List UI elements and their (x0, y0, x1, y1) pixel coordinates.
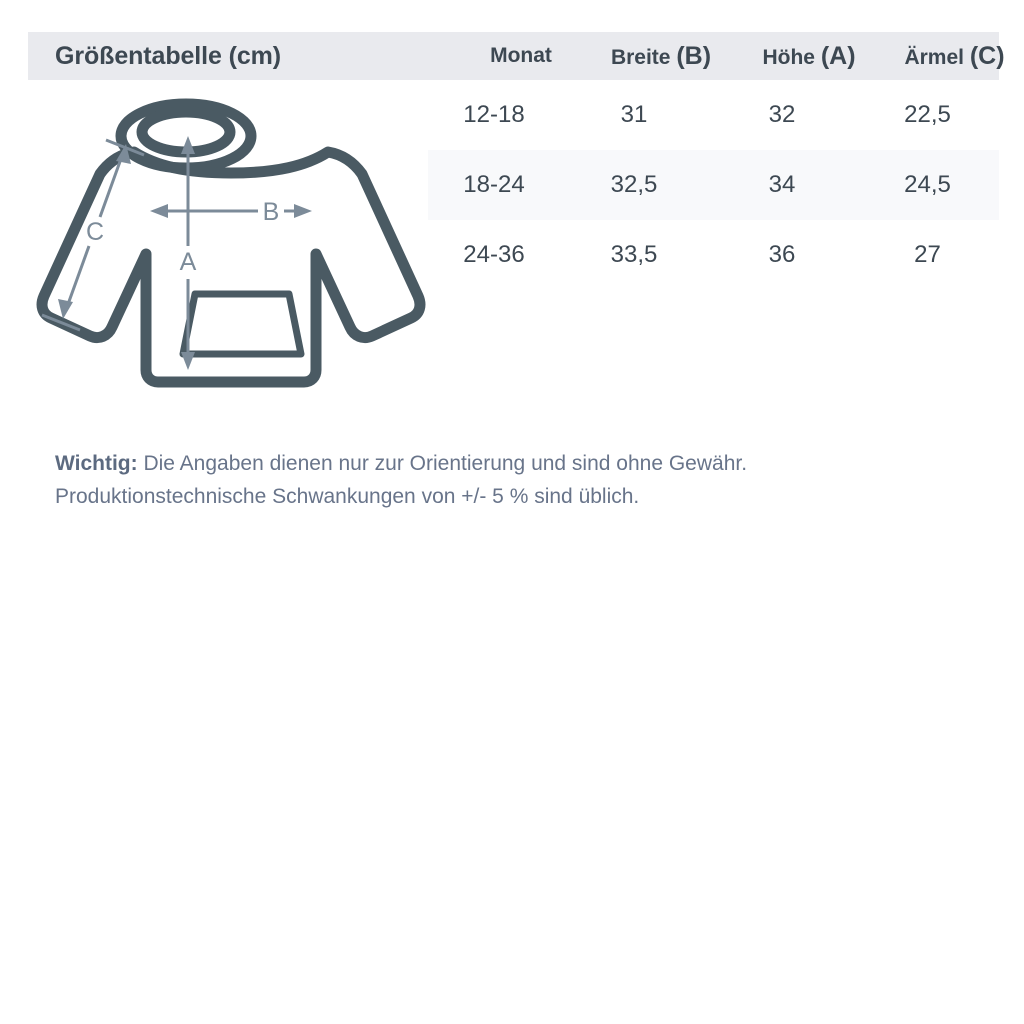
dimension-a-arrow-down (181, 352, 195, 370)
cell-aermel: 22,5 (904, 101, 951, 128)
column-header-breite-label: Breite (610, 45, 671, 69)
cell-hoehe: 36 (768, 241, 796, 268)
dimension-c-line-bottom (65, 245, 91, 308)
cell-breite: 32,5 (610, 171, 658, 198)
hoodie-pocket-outline (179, 290, 305, 358)
column-header-aermel: Ärmel (C) (883, 42, 1024, 71)
dimension-c-label: C (86, 218, 104, 246)
column-header-hoehe: Höhe (A) (735, 42, 883, 71)
dimension-c-tick-bottom (41, 313, 81, 332)
hoodie-illustration: A B (28, 80, 428, 420)
dimension-b-arrow-left (150, 204, 168, 218)
dimension-a-label: A (180, 248, 197, 276)
dimension-c-arrow-bottom (58, 299, 73, 319)
column-header-hoehe-key: (A) (820, 41, 856, 70)
cell-breite: 31 (620, 101, 648, 128)
hoodie-body-outline (36, 146, 426, 388)
dimension-a-arrow-up (181, 136, 195, 154)
dimension-b-arrow-right (294, 204, 312, 218)
dimension-c: C (41, 138, 145, 332)
disclaimer-line-1: Die Angaben dienen nur zur Orientierung … (137, 452, 748, 475)
table-row: 18-24 32,5 34 24,5 (428, 150, 999, 220)
cell-aermel: 27 (914, 241, 941, 268)
dimension-a: A (180, 136, 197, 370)
dimension-b-label: B (263, 198, 280, 226)
hoodie-diagram-svg: A B (36, 98, 426, 388)
column-header-aermel-label: Ärmel (904, 45, 964, 69)
cell-aermel: 24,5 (904, 171, 951, 198)
cell-breite: 33,5 (610, 241, 658, 268)
cell-hoehe: 32 (768, 101, 796, 128)
size-chart-body: A B (28, 80, 999, 420)
size-chart: Größentabelle (cm) Monat Breite (B) Höhe… (28, 32, 1005, 513)
column-header-monat: Monat (455, 44, 587, 68)
disclaimer-prefix: Wichtig: (55, 452, 138, 475)
table-row: 24-36 33,5 36 27 (428, 220, 999, 290)
cell-monat: 12-18 (463, 101, 525, 128)
size-chart-header: Größentabelle (cm) Monat Breite (B) Höhe… (28, 32, 1005, 80)
column-header-breite-key: (B) (676, 41, 712, 70)
dimension-c-line-top (98, 155, 124, 218)
dimension-c-arrow-top (116, 144, 131, 164)
disclaimer-note: Wichtig: Die Angaben dienen nur zur Orie… (28, 448, 995, 513)
dimension-b: B (150, 198, 312, 226)
column-header-aermel-key: (C) (969, 41, 1005, 70)
table-row: 12-18 31 32 22,5 (428, 80, 999, 150)
cell-monat: 18-24 (463, 171, 525, 198)
column-header-breite: Breite (B) (587, 42, 735, 71)
cell-monat: 24-36 (463, 241, 525, 268)
column-header-hoehe-label: Höhe (762, 45, 815, 69)
column-header-monat-label: Monat (490, 44, 552, 67)
disclaimer-line-2: Produktionstechnische Schwankungen von +… (55, 484, 640, 508)
size-chart-rows: 12-18 31 32 22,5 18-24 32,5 34 24,5 24-3… (428, 80, 999, 290)
page-title: Größentabelle (cm) (55, 41, 282, 70)
cell-hoehe: 34 (768, 171, 796, 198)
